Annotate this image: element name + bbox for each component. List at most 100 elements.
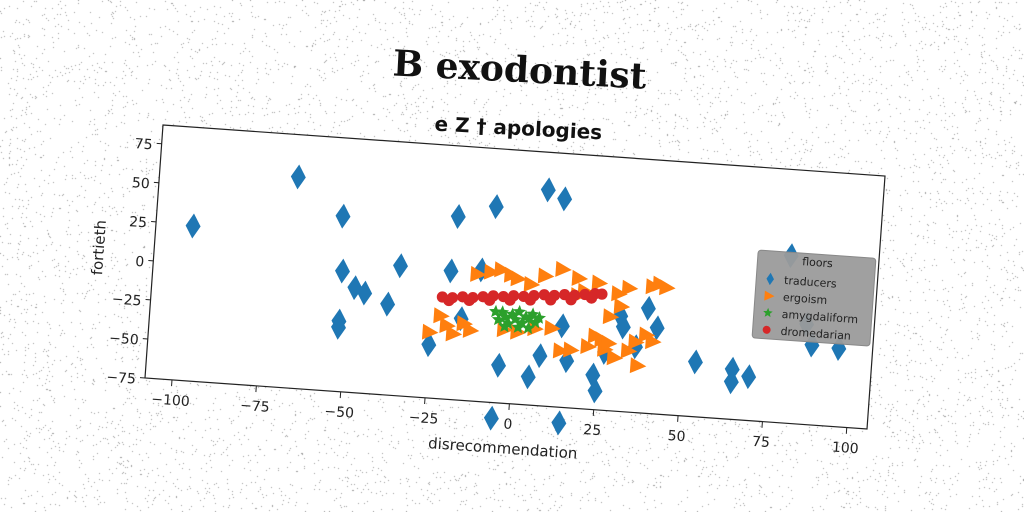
data-point — [505, 307, 520, 321]
data-point — [606, 349, 624, 366]
legend-box — [751, 249, 877, 347]
data-point — [491, 352, 507, 378]
data-point — [571, 269, 589, 286]
legend-label: ergoism — [783, 291, 828, 307]
x-tick-label: 0 — [503, 416, 513, 433]
data-point — [495, 305, 510, 319]
data-point — [620, 342, 638, 359]
data-point — [554, 313, 570, 339]
data-point — [602, 308, 620, 325]
data-point — [615, 314, 631, 340]
x-tick-label: 100 — [831, 440, 859, 458]
data-point — [443, 258, 459, 284]
data-point — [380, 291, 396, 317]
data-point — [508, 312, 523, 326]
x-tick-label: 75 — [751, 434, 770, 451]
data-point — [591, 274, 609, 291]
data-point — [659, 279, 676, 296]
data-point — [563, 341, 580, 358]
data-point — [520, 364, 536, 390]
x-tick-label: −50 — [324, 404, 355, 422]
data-point — [649, 315, 665, 341]
data-point — [628, 333, 645, 350]
data-point — [290, 164, 306, 190]
x-tick-label: −25 — [408, 410, 439, 428]
data-point — [587, 378, 603, 404]
chart-title: B exodontist — [392, 42, 648, 97]
data-point — [545, 294, 557, 306]
data-point — [463, 294, 475, 307]
data-point — [483, 405, 499, 431]
legend-marker — [763, 307, 773, 318]
data-point — [439, 317, 456, 334]
data-point — [335, 203, 351, 229]
data-point — [498, 319, 512, 333]
data-point — [347, 275, 363, 301]
y-tick-label: −25 — [111, 291, 142, 309]
legend: floors traducersergoismamygdaliformdromed… — [751, 249, 877, 347]
data-point — [521, 321, 536, 335]
data-point — [443, 294, 455, 307]
legend-marker — [762, 325, 771, 334]
y-tick-label: −75 — [106, 370, 137, 388]
data-point — [462, 321, 480, 338]
data-point — [645, 333, 662, 350]
data-point — [185, 213, 201, 239]
data-point — [557, 186, 573, 212]
y-tick-label: −50 — [109, 331, 140, 349]
x-axis-label: disrecommendation — [428, 434, 578, 462]
data-point — [488, 194, 504, 220]
data-point — [723, 369, 739, 395]
data-point — [523, 275, 541, 292]
data-point — [741, 364, 757, 390]
y-tick-label: 75 — [134, 136, 153, 153]
x-tick-label: 50 — [667, 428, 686, 445]
legend-title: floors — [802, 255, 834, 270]
x-tick-label: −100 — [151, 392, 190, 411]
data-point — [552, 342, 570, 359]
data-point — [421, 323, 439, 340]
data-point — [537, 267, 555, 284]
data-point — [585, 362, 601, 388]
x-tick-label: −75 — [240, 398, 271, 416]
data-point — [596, 288, 608, 300]
data-point — [470, 265, 487, 282]
chart-subtitle: e Z † apologies — [434, 112, 603, 145]
data-point — [393, 253, 408, 279]
legend-label: dromedarian — [780, 325, 851, 343]
legend-marker — [766, 272, 774, 286]
legend-label: amygdaliform — [781, 308, 858, 326]
data-point — [585, 292, 598, 304]
data-point — [335, 258, 350, 284]
data-point — [600, 334, 618, 351]
data-point — [494, 261, 511, 278]
data-point — [559, 348, 575, 374]
data-point — [510, 270, 528, 287]
data-point — [357, 280, 373, 306]
plot-area: −100 −75 −50 −25 0 25 50 75 100 −75 −50 −25 0 25 50 75 d… — [88, 124, 886, 463]
data-point — [450, 204, 466, 229]
data-point — [483, 263, 501, 280]
data-point — [526, 307, 540, 321]
data-point — [540, 177, 556, 203]
data-point — [484, 294, 496, 306]
y-axis-label: fortieth — [88, 219, 110, 275]
data-point — [498, 310, 513, 324]
data-point — [613, 298, 631, 314]
data-point — [611, 285, 628, 302]
y-tick-label: 50 — [131, 175, 150, 192]
data-point — [544, 319, 561, 336]
data-point — [613, 303, 629, 329]
data-point — [532, 343, 548, 369]
x-tick-label: 25 — [583, 422, 602, 439]
y-tick-label: 25 — [129, 214, 148, 231]
data-point — [640, 295, 656, 321]
data-point — [555, 260, 572, 277]
data-point — [565, 294, 577, 306]
data-point — [687, 349, 703, 375]
data-point — [512, 304, 527, 318]
data-point — [510, 323, 527, 340]
data-point — [445, 325, 463, 342]
data-point — [489, 304, 503, 318]
